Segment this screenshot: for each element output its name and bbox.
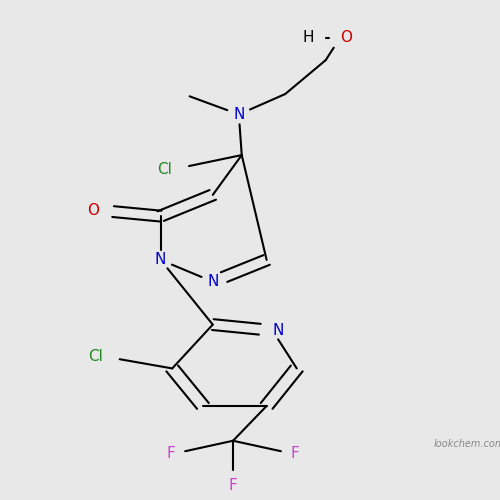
Text: H: H: [302, 30, 314, 45]
Text: N: N: [207, 274, 218, 289]
Text: Cl: Cl: [88, 348, 102, 364]
Text: F: F: [228, 478, 237, 494]
Text: N: N: [233, 107, 244, 122]
Text: F: F: [291, 446, 300, 461]
Text: N: N: [155, 252, 166, 268]
Text: O: O: [340, 30, 352, 45]
Text: N: N: [272, 323, 284, 338]
Text: lookchem.com: lookchem.com: [434, 439, 500, 449]
Text: F: F: [166, 446, 175, 461]
Text: Cl: Cl: [158, 162, 172, 177]
Text: O: O: [86, 202, 99, 218]
